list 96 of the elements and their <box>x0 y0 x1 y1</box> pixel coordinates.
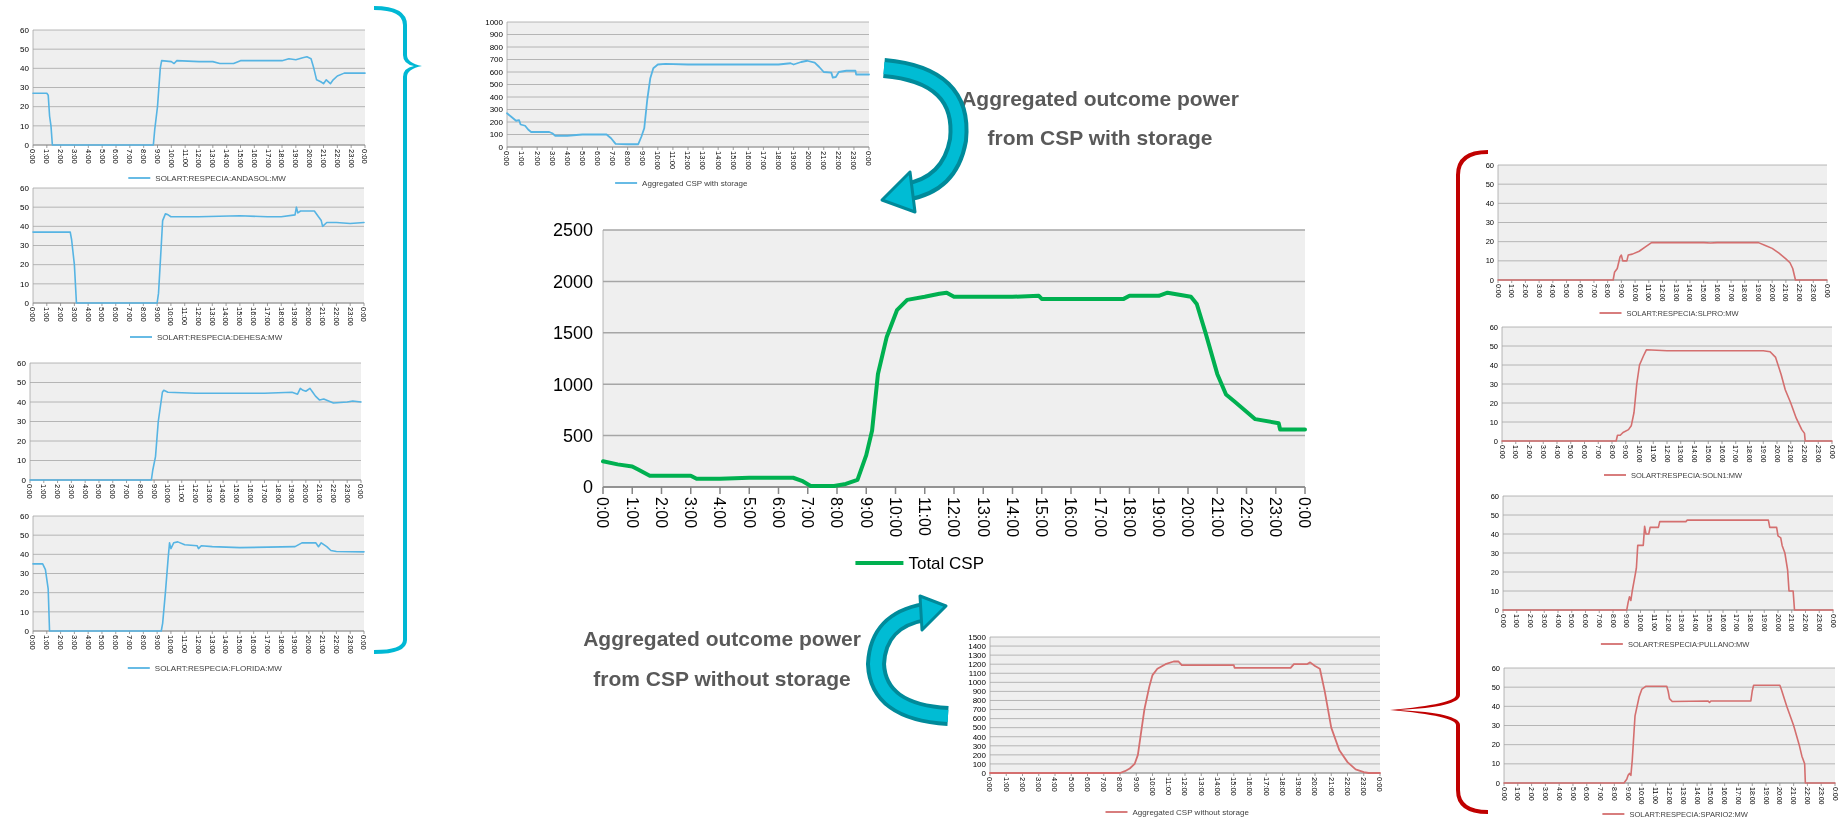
y-tick-label: 1000 <box>485 17 504 27</box>
y-tick-label: 40 <box>20 550 30 560</box>
y-tick-label: 300 <box>972 741 987 751</box>
x-tick-label: 3:00 <box>682 497 700 529</box>
x-tick-label: 7:00 <box>799 497 817 529</box>
y-tick-label: 1500 <box>552 323 593 344</box>
x-tick-label: 1:00 <box>623 497 641 529</box>
x-tick-label: 15:00 <box>1033 497 1051 538</box>
legend-label: Aggregated CSP without storage <box>1132 807 1250 817</box>
y-tick-label: 1200 <box>968 660 987 669</box>
y-tick-label: 60 <box>20 25 30 35</box>
y-tick-label: 800 <box>972 696 987 706</box>
y-tick-label: 600 <box>489 67 504 77</box>
text: Aggregated outcome power <box>583 627 861 650</box>
x-tick-label: 14:00 <box>1003 497 1021 538</box>
y-tick-label: 1000 <box>552 374 593 395</box>
y-tick-label: 30 <box>17 417 27 427</box>
x-tick-label: 13:00 <box>974 497 992 538</box>
x-tick-label: 6:00 <box>769 497 787 529</box>
y-tick-label: 10 <box>17 456 27 466</box>
y-tick-label: 1400 <box>968 641 987 651</box>
y-tick-label: 300 <box>489 105 504 115</box>
y-tick-label: 0 <box>498 142 504 152</box>
x-tick-label: 20:00 <box>1179 497 1197 538</box>
legend-label: SOLART:RESPECIA:DEHESA:MW <box>157 332 283 342</box>
y-tick-label: 40 <box>20 222 30 232</box>
y-tick-label: 0 <box>24 140 30 150</box>
x-tick-label: 19:00 <box>1150 497 1168 538</box>
x-tick-label: 4:00 <box>711 497 729 529</box>
y-tick-label: 0 <box>24 626 30 636</box>
y-tick-label: 20 <box>20 102 30 112</box>
x-tick-label: 10:00 <box>886 497 904 538</box>
y-tick-label: 20 <box>17 436 27 446</box>
legend-label: Total CSP <box>908 553 985 573</box>
y-tick-label: 10 <box>20 607 30 617</box>
x-tick-label: 8:00 <box>828 497 846 529</box>
legend-label: Aggregated CSP with storage <box>642 178 748 188</box>
y-tick-label: 50 <box>20 530 30 540</box>
y-tick-label: 60 <box>17 358 27 368</box>
y-tick-label: 30 <box>20 241 30 251</box>
text: from CSP with storage <box>987 126 1213 149</box>
x-tick-label: 23:00 <box>1267 497 1285 538</box>
x-tick-label: 5:00 <box>740 497 758 529</box>
y-tick-label: 400 <box>489 92 504 102</box>
y-tick-label: 0 <box>981 768 987 778</box>
y-tick-label: 700 <box>972 705 987 715</box>
y-tick-label: 100 <box>972 759 987 769</box>
x-tick-label: 11:00 <box>916 497 934 536</box>
y-tick-label: 1100 <box>968 669 987 679</box>
x-tick-label: 0:00 <box>1296 497 1314 529</box>
y-tick-label: 2500 <box>552 220 593 241</box>
x-tick-label: 17:00 <box>1091 497 1109 538</box>
y-tick-label: 30 <box>20 83 30 93</box>
y-tick-label: 10 <box>20 121 30 131</box>
y-tick-label: 500 <box>562 425 593 446</box>
y-tick-label: 500 <box>972 723 987 733</box>
y-tick-label: 700 <box>489 55 504 65</box>
y-tick-label: 10 <box>20 279 30 289</box>
y-tick-label: 60 <box>20 183 30 193</box>
y-tick-label: 200 <box>489 117 504 127</box>
x-tick-label: 22:00 <box>1237 497 1255 538</box>
y-tick-label: 2000 <box>552 271 593 292</box>
y-tick-label: 800 <box>489 42 504 52</box>
y-tick-label: 30 <box>20 569 30 579</box>
x-tick-label: 18:00 <box>1120 497 1138 538</box>
x-tick-label: 2:00 <box>652 497 670 529</box>
text: from CSP without storage <box>593 667 851 690</box>
y-tick-label: 200 <box>972 750 987 760</box>
y-tick-label: 1300 <box>968 650 987 660</box>
legend-label: SOLART:RESPECIA:ANDASOL:MW <box>155 173 287 183</box>
y-tick-label: 40 <box>20 64 30 74</box>
x-tick-label: 9:00 <box>857 497 875 529</box>
y-tick-label: 0 <box>582 477 593 498</box>
y-tick-label: 900 <box>972 687 987 697</box>
y-tick-label: 40 <box>17 397 27 407</box>
y-tick-label: 1000 <box>968 678 987 688</box>
y-tick-label: 60 <box>20 511 30 521</box>
x-tick-label: 16:00 <box>1062 497 1080 538</box>
x-tick-label: 21:00 <box>1208 497 1226 538</box>
text: Aggregated outcome power <box>961 87 1239 110</box>
x-tick-label: 0:00 <box>594 497 612 529</box>
y-tick-label: 50 <box>17 378 27 388</box>
legend-label: SOLART:RESPECIA:FLORIDA:MW <box>154 663 283 673</box>
y-tick-label: 20 <box>20 588 30 598</box>
y-tick-label: 20 <box>20 260 30 270</box>
y-tick-label: 1500 <box>968 632 987 642</box>
y-tick-label: 600 <box>972 714 987 724</box>
y-tick-label: 500 <box>489 80 504 90</box>
y-tick-label: 900 <box>489 30 504 40</box>
y-tick-label: 50 <box>20 202 30 212</box>
y-tick-label: 100 <box>489 130 504 140</box>
y-tick-label: 0 <box>24 298 30 308</box>
y-tick-label: 400 <box>972 732 987 742</box>
y-tick-label: 50 <box>20 44 30 54</box>
y-tick-label: 0 <box>21 475 27 485</box>
x-tick-label: 12:00 <box>945 497 963 538</box>
